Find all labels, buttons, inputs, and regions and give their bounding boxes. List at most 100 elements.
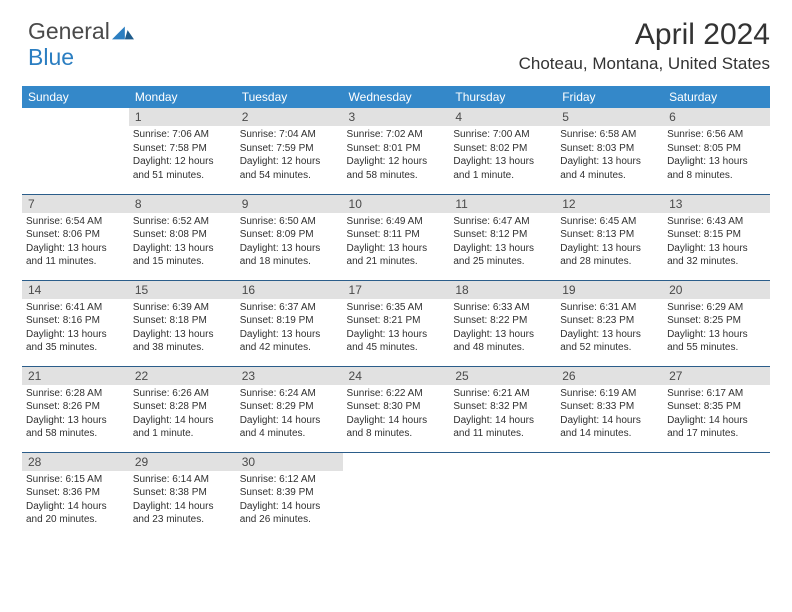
day-number: 29 xyxy=(129,453,236,471)
day-details: Sunrise: 6:37 AMSunset: 8:19 PMDaylight:… xyxy=(236,299,343,357)
day-cell: 19Sunrise: 6:31 AMSunset: 8:23 PMDayligh… xyxy=(556,280,663,366)
day-details: Sunrise: 6:17 AMSunset: 8:35 PMDaylight:… xyxy=(663,385,770,443)
week-row: 1Sunrise: 7:06 AMSunset: 7:58 PMDaylight… xyxy=(22,108,770,194)
day-cell: 23Sunrise: 6:24 AMSunset: 8:29 PMDayligh… xyxy=(236,366,343,452)
day-cell: 2Sunrise: 7:04 AMSunset: 7:59 PMDaylight… xyxy=(236,108,343,194)
day-cell: 25Sunrise: 6:21 AMSunset: 8:32 PMDayligh… xyxy=(449,366,556,452)
day-cell: 26Sunrise: 6:19 AMSunset: 8:33 PMDayligh… xyxy=(556,366,663,452)
day-cell: 10Sunrise: 6:49 AMSunset: 8:11 PMDayligh… xyxy=(343,194,450,280)
day-cell: 7Sunrise: 6:54 AMSunset: 8:06 PMDaylight… xyxy=(22,194,129,280)
day-details: Sunrise: 6:29 AMSunset: 8:25 PMDaylight:… xyxy=(663,299,770,357)
location: Choteau, Montana, United States xyxy=(519,54,770,74)
day-details: Sunrise: 6:39 AMSunset: 8:18 PMDaylight:… xyxy=(129,299,236,357)
day-details: Sunrise: 6:14 AMSunset: 8:38 PMDaylight:… xyxy=(129,471,236,529)
day-number: 1 xyxy=(129,108,236,126)
day-number: 5 xyxy=(556,108,663,126)
day-header-row: SundayMondayTuesdayWednesdayThursdayFrid… xyxy=(22,86,770,108)
day-cell: 6Sunrise: 6:56 AMSunset: 8:05 PMDaylight… xyxy=(663,108,770,194)
day-details: Sunrise: 6:56 AMSunset: 8:05 PMDaylight:… xyxy=(663,126,770,184)
day-cell xyxy=(343,452,450,538)
day-details: Sunrise: 6:35 AMSunset: 8:21 PMDaylight:… xyxy=(343,299,450,357)
day-details: Sunrise: 6:21 AMSunset: 8:32 PMDaylight:… xyxy=(449,385,556,443)
day-details: Sunrise: 6:19 AMSunset: 8:33 PMDaylight:… xyxy=(556,385,663,443)
day-number: 22 xyxy=(129,367,236,385)
day-details: Sunrise: 6:50 AMSunset: 8:09 PMDaylight:… xyxy=(236,213,343,271)
day-details: Sunrise: 7:06 AMSunset: 7:58 PMDaylight:… xyxy=(129,126,236,184)
day-number: 12 xyxy=(556,195,663,213)
day-details: Sunrise: 6:22 AMSunset: 8:30 PMDaylight:… xyxy=(343,385,450,443)
week-row: 21Sunrise: 6:28 AMSunset: 8:26 PMDayligh… xyxy=(22,366,770,452)
day-number: 2 xyxy=(236,108,343,126)
day-cell xyxy=(663,452,770,538)
title-block: April 2024 Choteau, Montana, United Stat… xyxy=(519,18,770,74)
day-cell: 14Sunrise: 6:41 AMSunset: 8:16 PMDayligh… xyxy=(22,280,129,366)
day-header: Saturday xyxy=(663,86,770,108)
logo-word2: Blue xyxy=(28,44,74,70)
day-number: 25 xyxy=(449,367,556,385)
logo: General xyxy=(28,18,136,45)
day-number: 3 xyxy=(343,108,450,126)
day-details: Sunrise: 6:15 AMSunset: 8:36 PMDaylight:… xyxy=(22,471,129,529)
day-header: Thursday xyxy=(449,86,556,108)
day-number: 14 xyxy=(22,281,129,299)
day-details: Sunrise: 7:04 AMSunset: 7:59 PMDaylight:… xyxy=(236,126,343,184)
day-details: Sunrise: 6:26 AMSunset: 8:28 PMDaylight:… xyxy=(129,385,236,443)
day-header: Wednesday xyxy=(343,86,450,108)
day-number: 10 xyxy=(343,195,450,213)
month-title: April 2024 xyxy=(519,18,770,52)
day-cell: 20Sunrise: 6:29 AMSunset: 8:25 PMDayligh… xyxy=(663,280,770,366)
day-header: Monday xyxy=(129,86,236,108)
day-number: 17 xyxy=(343,281,450,299)
logo-line2: Blue xyxy=(28,44,74,71)
day-details: Sunrise: 6:28 AMSunset: 8:26 PMDaylight:… xyxy=(22,385,129,443)
day-number: 23 xyxy=(236,367,343,385)
day-cell: 13Sunrise: 6:43 AMSunset: 8:15 PMDayligh… xyxy=(663,194,770,280)
day-number: 20 xyxy=(663,281,770,299)
header: General April 2024 Choteau, Montana, Uni… xyxy=(0,0,792,78)
day-cell: 5Sunrise: 6:58 AMSunset: 8:03 PMDaylight… xyxy=(556,108,663,194)
day-details: Sunrise: 6:12 AMSunset: 8:39 PMDaylight:… xyxy=(236,471,343,529)
calendar-table: SundayMondayTuesdayWednesdayThursdayFrid… xyxy=(22,86,770,538)
day-cell: 22Sunrise: 6:26 AMSunset: 8:28 PMDayligh… xyxy=(129,366,236,452)
day-number: 8 xyxy=(129,195,236,213)
day-number: 19 xyxy=(556,281,663,299)
day-number: 6 xyxy=(663,108,770,126)
day-details: Sunrise: 6:54 AMSunset: 8:06 PMDaylight:… xyxy=(22,213,129,271)
day-cell: 24Sunrise: 6:22 AMSunset: 8:30 PMDayligh… xyxy=(343,366,450,452)
day-cell: 1Sunrise: 7:06 AMSunset: 7:58 PMDaylight… xyxy=(129,108,236,194)
day-number: 18 xyxy=(449,281,556,299)
day-details: Sunrise: 6:49 AMSunset: 8:11 PMDaylight:… xyxy=(343,213,450,271)
day-number: 24 xyxy=(343,367,450,385)
day-cell xyxy=(556,452,663,538)
day-cell: 29Sunrise: 6:14 AMSunset: 8:38 PMDayligh… xyxy=(129,452,236,538)
day-header: Sunday xyxy=(22,86,129,108)
day-details: Sunrise: 7:00 AMSunset: 8:02 PMDaylight:… xyxy=(449,126,556,184)
week-row: 14Sunrise: 6:41 AMSunset: 8:16 PMDayligh… xyxy=(22,280,770,366)
day-number: 28 xyxy=(22,453,129,471)
day-number: 16 xyxy=(236,281,343,299)
logo-word1: General xyxy=(28,18,110,45)
day-details: Sunrise: 6:47 AMSunset: 8:12 PMDaylight:… xyxy=(449,213,556,271)
day-cell: 11Sunrise: 6:47 AMSunset: 8:12 PMDayligh… xyxy=(449,194,556,280)
day-cell xyxy=(449,452,556,538)
day-cell: 9Sunrise: 6:50 AMSunset: 8:09 PMDaylight… xyxy=(236,194,343,280)
day-details: Sunrise: 6:31 AMSunset: 8:23 PMDaylight:… xyxy=(556,299,663,357)
day-number: 4 xyxy=(449,108,556,126)
day-cell: 21Sunrise: 6:28 AMSunset: 8:26 PMDayligh… xyxy=(22,366,129,452)
day-details: Sunrise: 7:02 AMSunset: 8:01 PMDaylight:… xyxy=(343,126,450,184)
day-header: Friday xyxy=(556,86,663,108)
day-details: Sunrise: 6:33 AMSunset: 8:22 PMDaylight:… xyxy=(449,299,556,357)
day-number: 21 xyxy=(22,367,129,385)
day-cell: 28Sunrise: 6:15 AMSunset: 8:36 PMDayligh… xyxy=(22,452,129,538)
week-row: 7Sunrise: 6:54 AMSunset: 8:06 PMDaylight… xyxy=(22,194,770,280)
day-cell xyxy=(22,108,129,194)
day-number: 26 xyxy=(556,367,663,385)
day-number: 15 xyxy=(129,281,236,299)
day-cell: 16Sunrise: 6:37 AMSunset: 8:19 PMDayligh… xyxy=(236,280,343,366)
day-cell: 30Sunrise: 6:12 AMSunset: 8:39 PMDayligh… xyxy=(236,452,343,538)
day-cell: 27Sunrise: 6:17 AMSunset: 8:35 PMDayligh… xyxy=(663,366,770,452)
day-cell: 17Sunrise: 6:35 AMSunset: 8:21 PMDayligh… xyxy=(343,280,450,366)
day-cell: 12Sunrise: 6:45 AMSunset: 8:13 PMDayligh… xyxy=(556,194,663,280)
day-number: 7 xyxy=(22,195,129,213)
day-header: Tuesday xyxy=(236,86,343,108)
